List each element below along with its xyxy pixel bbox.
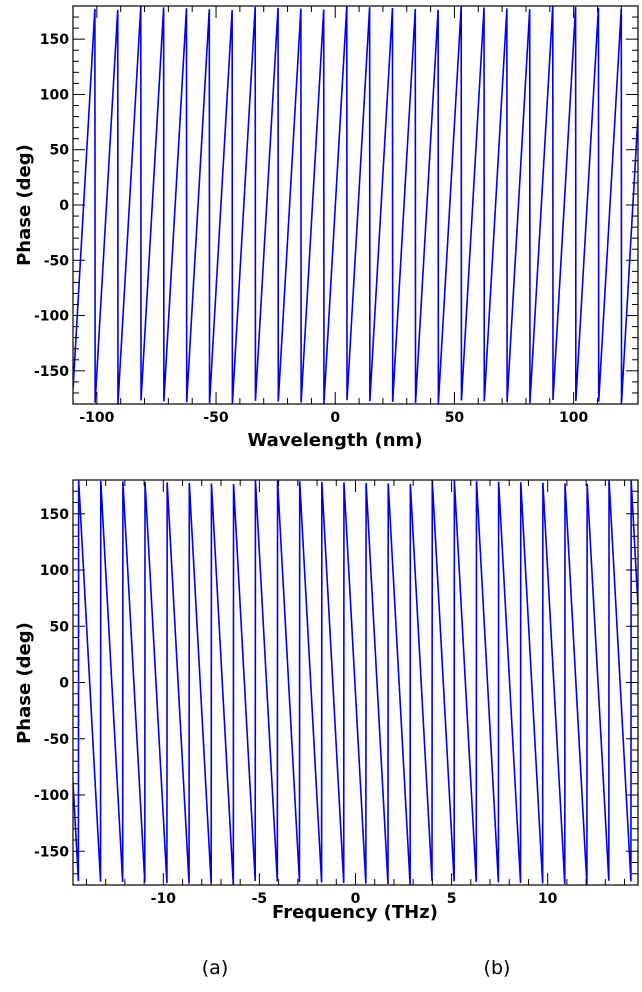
y-axis-title: Phase (deg) bbox=[14, 622, 35, 744]
y-tick-label: 150 bbox=[40, 32, 69, 48]
y-tick-label: 50 bbox=[50, 619, 70, 635]
x-tick-labels: -100 -50 0 50 100 bbox=[79, 410, 588, 426]
y-tick-label: 0 bbox=[59, 676, 69, 692]
y-tick-label: -100 bbox=[34, 309, 69, 325]
y-tick-label: -150 bbox=[34, 364, 69, 380]
panel-label-a: (a) bbox=[202, 957, 228, 979]
y-tick-label: -50 bbox=[44, 253, 70, 269]
y-tick-label: 100 bbox=[40, 87, 69, 103]
x-tick-label: 50 bbox=[445, 410, 465, 426]
panel-label-b: (b) bbox=[484, 957, 511, 979]
y-tick-labels: -150 -100 -50 0 50 100 150 bbox=[34, 507, 69, 861]
y-tick-label: 100 bbox=[40, 563, 69, 579]
phase-series-line bbox=[73, 480, 638, 885]
y-tick-label: -50 bbox=[44, 732, 70, 748]
x-tick-label: 100 bbox=[559, 410, 588, 426]
x-tick-labels: -10 -5 0 5 10 bbox=[151, 891, 558, 907]
y-tick-label: -100 bbox=[34, 788, 69, 804]
phase-series bbox=[73, 480, 638, 885]
y-tick-label: -150 bbox=[34, 844, 69, 860]
x-tick-label: 0 bbox=[351, 891, 361, 907]
phase-series bbox=[73, 6, 638, 404]
x-tick-label: -100 bbox=[79, 410, 114, 426]
x-tick-label: 5 bbox=[447, 891, 457, 907]
x-axis-title: Frequency (THz) bbox=[272, 902, 438, 923]
wavelength-phase-chart: -100 -50 0 50 100 -150 -100 -50 0 50 100 150 Wavel… bbox=[14, 5, 639, 451]
x-tick-label: -50 bbox=[203, 410, 229, 426]
phase-series-line bbox=[73, 6, 638, 404]
axis-ticks bbox=[73, 479, 638, 886]
x-tick-label: 10 bbox=[538, 891, 558, 907]
y-tick-label: 0 bbox=[59, 198, 69, 214]
y-axis-title: Phase (deg) bbox=[14, 144, 35, 266]
axis-ticks bbox=[72, 5, 638, 405]
x-tick-label: -10 bbox=[151, 891, 177, 907]
y-tick-label: 50 bbox=[50, 143, 70, 159]
y-tick-label: 150 bbox=[40, 507, 69, 523]
x-axis-title: Wavelength (nm) bbox=[247, 430, 422, 451]
y-tick-labels: -150 -100 -50 0 50 100 150 bbox=[34, 32, 69, 380]
x-tick-label: 0 bbox=[330, 410, 340, 426]
x-tick-label: -5 bbox=[252, 891, 268, 907]
